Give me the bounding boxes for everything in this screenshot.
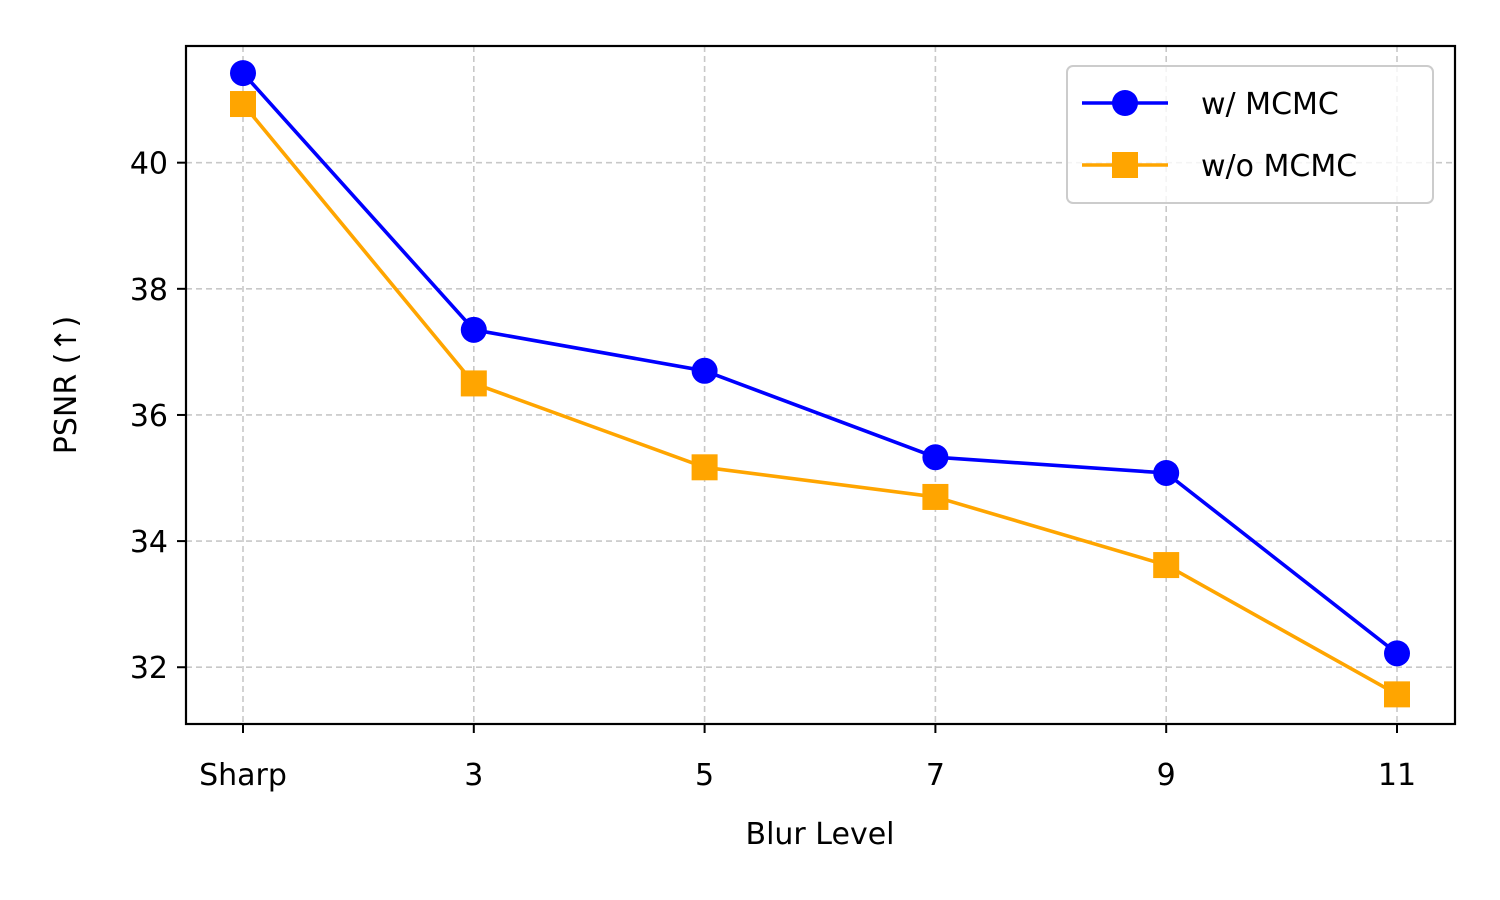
series-lines bbox=[230, 60, 1410, 708]
y-axis-label: PSNR (↑) bbox=[49, 316, 84, 455]
series-2-point bbox=[460, 370, 487, 397]
plot-frame bbox=[184, 44, 1457, 726]
legend: w/ MCMC w/o MCMC bbox=[1066, 65, 1434, 204]
x-tick-label: 3 bbox=[464, 758, 483, 793]
x-tick-label: 7 bbox=[926, 758, 945, 793]
x-tick-label: Sharp bbox=[199, 758, 287, 793]
x-axis-label: Blur Level bbox=[746, 817, 895, 852]
x-tick-label: 9 bbox=[1157, 758, 1176, 793]
legend-swatch-marker bbox=[1112, 152, 1138, 178]
x-tick-label: 5 bbox=[695, 758, 714, 793]
y-tick-label: 34 bbox=[130, 525, 168, 560]
legend-swatch-marker bbox=[1112, 90, 1138, 116]
series-1-point bbox=[460, 316, 487, 343]
series-line-2 bbox=[241, 102, 1398, 696]
series-1-point bbox=[922, 444, 949, 471]
axis-ticks: Sharp 3 5 7 9 11 32 34 36 38 40 bbox=[130, 147, 1416, 793]
series-1-point bbox=[1153, 459, 1180, 486]
series-2-point bbox=[1384, 681, 1410, 708]
legend-label: w/ MCMC bbox=[1201, 87, 1339, 122]
y-tick-label: 36 bbox=[130, 399, 168, 434]
legend-label: w/o MCMC bbox=[1201, 149, 1357, 184]
series-1-point bbox=[230, 60, 256, 87]
series-2-point bbox=[1153, 552, 1180, 579]
y-tick-label: 40 bbox=[130, 147, 168, 182]
series-line-1 bbox=[241, 71, 1399, 655]
series-2-point bbox=[230, 91, 256, 118]
series-1-point bbox=[691, 357, 718, 384]
legend-box bbox=[1066, 65, 1434, 204]
series-2-point bbox=[922, 483, 949, 510]
series-1-point bbox=[1384, 640, 1410, 667]
series-2-point bbox=[691, 454, 718, 481]
y-tick-label: 32 bbox=[130, 651, 168, 686]
x-tick-label: 11 bbox=[1378, 758, 1416, 793]
y-tick-label: 38 bbox=[130, 273, 168, 308]
